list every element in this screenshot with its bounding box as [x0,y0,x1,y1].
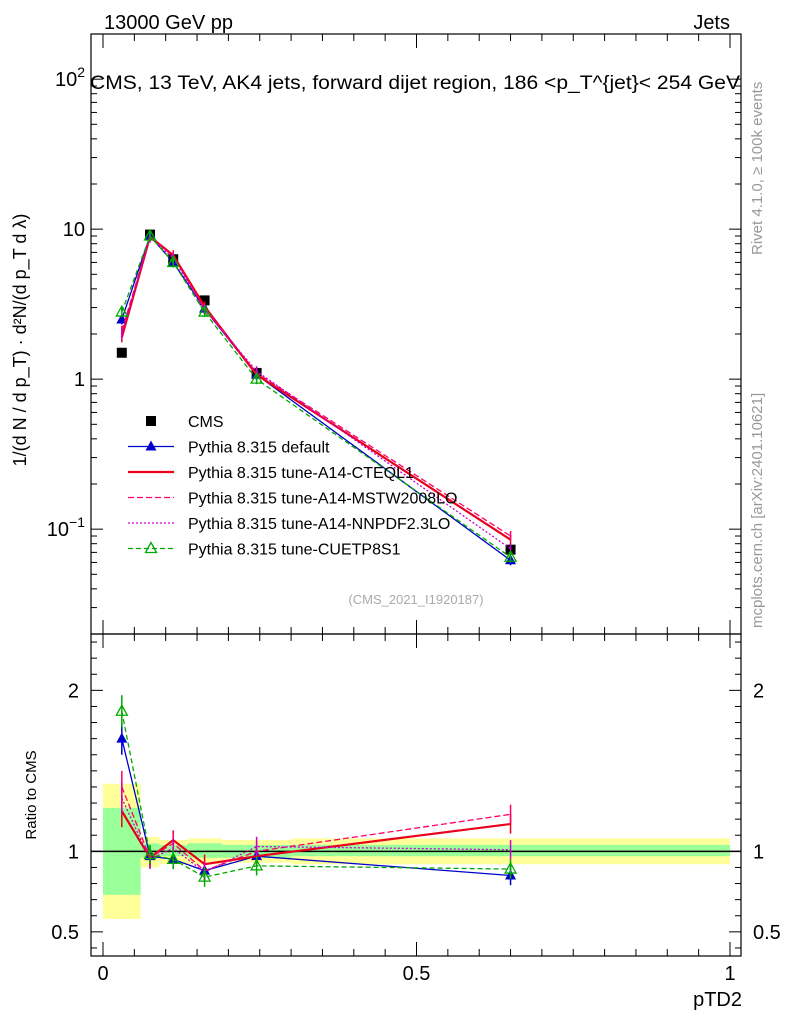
series-marker [503,549,518,562]
ratio-series-line [121,711,511,878]
series-marker [199,295,210,306]
ratio-y-tick-label: 0.5 [51,922,79,944]
ratio-series-line [121,786,511,872]
legend-entry: CMS [146,414,224,431]
legend-entry: Pythia 8.315 default [128,440,330,457]
legend-entry: Pythia 8.315 tune-CUETP8S1 [128,541,401,559]
series-line [121,234,511,558]
ratio-marker [250,858,264,871]
ratio-y-tick-label: 1 [68,841,79,863]
y-tick-label-exponent: −1 [69,514,85,530]
analysis-watermark: (CMS_2021_I1920187) [348,592,483,607]
header-left-label: 13000 GeV pp [104,12,233,34]
legend-label: Pythia 8.315 tune-A14-NNPDF2.3LO [188,516,450,533]
mcplots-label: mcplots.cern.ch [arXiv:2401.10621] [749,393,766,628]
ratio-y-tick-label-right: 1 [753,841,764,863]
y-tick-label: 10 [63,219,85,241]
x-tick-label: 0.5 [403,963,431,985]
ratio-series-line [121,797,511,874]
series-5 [115,228,518,563]
series-marker [115,304,129,317]
legend-marker [144,541,158,554]
ratio-plot-frame [90,633,742,957]
y-axis-label: 1/(d N / d p_T) · d²N/(d p_T d λ) [10,214,31,467]
series-marker [116,347,127,358]
series-marker [143,228,157,241]
ratio-marker [115,703,129,716]
ratio-series-line [121,738,511,877]
legend-label: CMS [188,414,224,431]
y-tick-label: 1 [74,369,85,391]
ratio-marker [503,861,518,874]
ratio-marker [197,869,212,882]
y-tick-label: 10−1 [47,514,85,541]
ratio-y-tick-label: 2 [68,680,79,702]
series-marker [166,255,180,268]
series-line [120,234,512,541]
legend-label: Pythia 8.315 tune-A14-MSTW2008LO [188,491,457,508]
header-right-label: Jets [693,12,730,34]
main-panel: 10−1 1 10 102 [47,33,742,635]
y-tick-label: 102 [55,64,85,91]
ratio-panel: 0 0.5 1 0.5 0.5 1 1 2 2 [51,633,781,985]
ratio-marker [143,847,157,860]
legend-entry: Pythia 8.315 tune-A14-MSTW2008LO [128,491,457,508]
legend-marker [145,440,157,451]
ratio-marker [166,852,180,865]
legend-marker [146,416,156,426]
y-tick-label-exponent: 2 [77,64,85,80]
x-axis-label: pTD2 [693,989,742,1011]
ratio-y-axis-label: Ratio to CMS [23,750,40,839]
x-tick-label: 0 [97,963,108,985]
legend-label: Pythia 8.315 default [188,440,330,457]
series-marker [197,304,212,317]
series-line [121,236,511,550]
legend-entry: Pythia 8.315 tune-A14-CTEQL1 [128,465,414,482]
chart-title: CMS, 13 TeV, AK4 jets, forward dijet reg… [90,73,740,94]
rivet-version-label: Rivet 4.1.0, ≥ 100k events [749,82,766,255]
ratio-stat-uncertainty-band [187,843,223,858]
legend: CMS Pythia 8.315 default Pythia 8.315 tune… [128,414,457,559]
ratio-y-tick-label-right: 2 [753,680,764,702]
series-marker [250,371,264,384]
ratio-series-4 [115,695,518,887]
series-line [121,234,511,561]
legend-entry: Pythia 8.315 tune-A14-NNPDF2.3LO [128,516,450,533]
legend-label: Pythia 8.315 tune-CUETP8S1 [188,542,401,559]
ratio-marker [116,732,128,743]
ratio-y-tick-label-right: 0.5 [753,922,781,944]
x-tick-label: 1 [724,963,735,985]
legend-label: Pythia 8.315 tune-A14-CTEQL1 [188,465,414,482]
